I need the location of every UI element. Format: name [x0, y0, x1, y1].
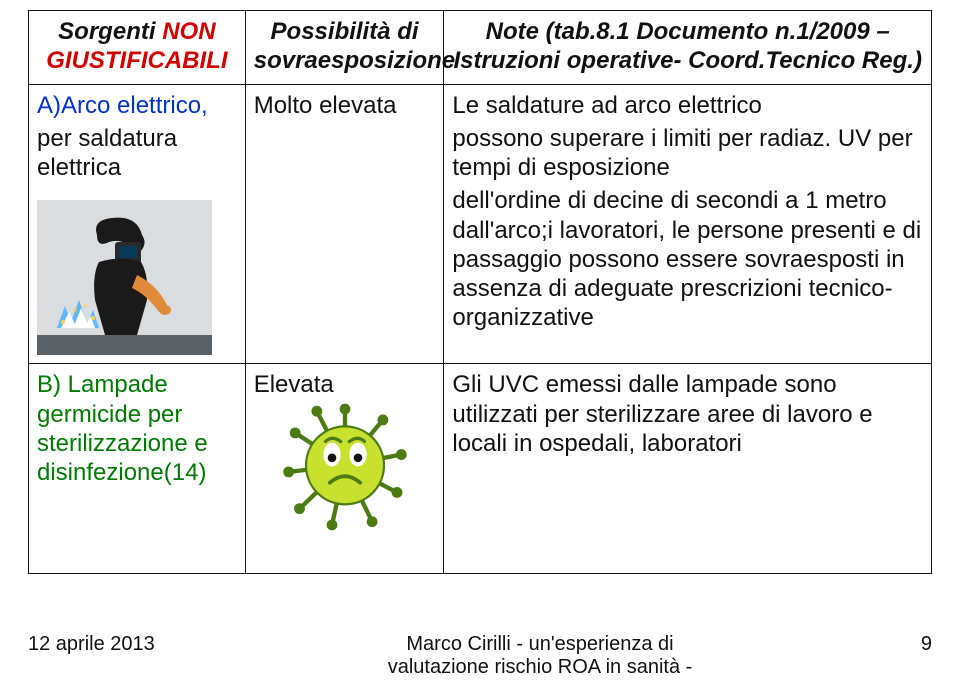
notes-a-p1: Le saldature ad arco elettrico — [452, 91, 923, 120]
footer-author: Marco Cirilli - un'esperienza di valutaz… — [228, 633, 852, 679]
footer-line1: Marco Cirilli - un'esperienza di — [406, 633, 673, 655]
virus-icon — [280, 400, 410, 530]
cell-source-b: B) Lampade germicide per sterilizzazione… — [29, 364, 246, 574]
header-cell-notes: Note (tab.8.1 Documento n.1/2009 – Istru… — [444, 11, 932, 85]
cell-notes-b: Gli UVC emessi dalle lampade sono utiliz… — [444, 364, 932, 574]
header-cell-sources: Sorgenti NON GIUSTIFICABILI — [29, 11, 246, 85]
table-row: B) Lampade germicide per sterilizzazione… — [29, 364, 932, 574]
notes-a-p2: possono superare i limiti per radiaz. UV… — [452, 124, 923, 183]
cell-source-a: A)Arco elettrico, per saldatura elettric… — [29, 84, 246, 364]
slide: Sorgenti NON GIUSTIFICABILI Possibilità … — [0, 0, 960, 691]
footer-date: 12 aprile 2013 — [28, 633, 228, 679]
welder-icon — [37, 200, 212, 355]
notes-a-p3: dell'ordine di decine di secondi a 1 met… — [452, 186, 923, 332]
content-table: Sorgenti NON GIUSTIFICABILI Possibilità … — [28, 10, 932, 574]
footer-line2: valutazione rischio ROA in sanità - — [388, 656, 693, 678]
table-row: A)Arco elettrico, per saldatura elettric… — [29, 84, 932, 364]
possibility-b-text: Elevata — [254, 371, 334, 398]
source-b-title: B) Lampade germicide per sterilizzazione… — [37, 371, 208, 486]
welder-image — [37, 200, 212, 355]
table-header-row: Sorgenti NON GIUSTIFICABILI Possibilità … — [29, 11, 932, 85]
header-cell-possibility: Possibilità di sovraesposizione — [245, 11, 444, 85]
virus-image — [280, 400, 410, 537]
cell-possibility-b: Elevata — [245, 364, 444, 574]
cell-possibility-a: Molto elevata — [245, 84, 444, 364]
header-label: Sorgenti — [58, 18, 162, 45]
footer-page-number: 9 — [852, 633, 932, 679]
source-a-sub: per saldatura elettrica — [37, 124, 237, 183]
slide-footer: 12 aprile 2013 Marco Cirilli - un'esperi… — [0, 633, 960, 679]
source-a-title: A)Arco elettrico, — [37, 92, 208, 119]
cell-notes-a: Le saldature ad arco elettrico possono s… — [444, 84, 932, 364]
